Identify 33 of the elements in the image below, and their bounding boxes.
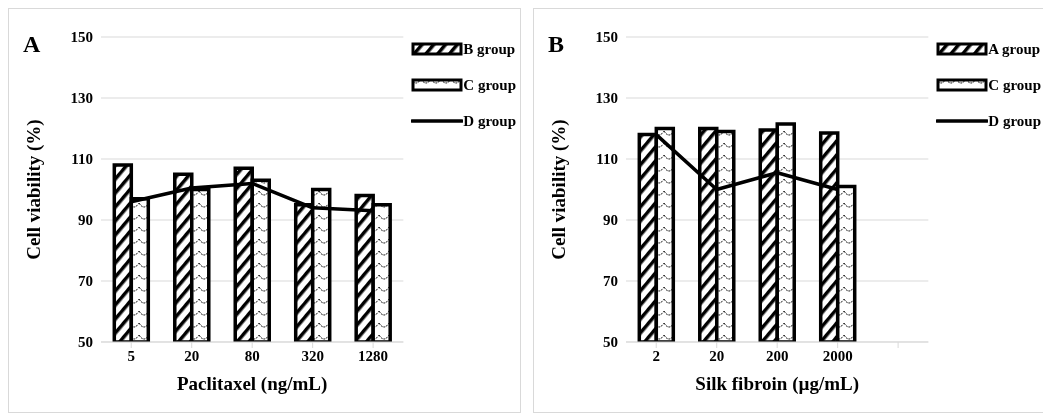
x-tick-label: 80 [244, 347, 260, 364]
legend-label: C group [463, 76, 516, 94]
y-tick-label: 50 [603, 334, 618, 351]
y-tick-label: 70 [78, 273, 93, 290]
legend-label: D group [463, 112, 516, 130]
x-tick-label: 20 [184, 347, 200, 364]
y-tick-label: 150 [595, 29, 618, 46]
x-tick-label: 200 [765, 347, 789, 364]
legend-label: C group [988, 76, 1041, 94]
x-tick-label: 2 [652, 347, 660, 364]
y-tick-label: 130 [595, 90, 618, 107]
y-tick-label: 130 [70, 90, 93, 107]
chart-title: B [548, 31, 565, 58]
legend-label: A group [988, 40, 1041, 58]
y-tick-label: 90 [78, 212, 93, 229]
x-tick-label: 20 [709, 347, 725, 364]
y-axis-title: Cell viability (%) [547, 119, 570, 260]
x-tick-label: 320 [301, 347, 324, 364]
y-tick-label: 150 [70, 29, 93, 46]
y-tick-label: 70 [603, 273, 618, 290]
y-tick-label: 50 [78, 334, 93, 351]
y-tick-label: 110 [71, 151, 93, 168]
chart-title: A [23, 31, 41, 58]
legend-label: D group [988, 112, 1041, 130]
x-axis-title: Paclitaxel (ng/mL) [176, 373, 328, 395]
legend-label: B group [463, 40, 516, 58]
x-tick-label: 1280 [358, 347, 389, 364]
x-tick-label: 2000 [822, 347, 853, 364]
y-tick-label: 110 [596, 151, 618, 168]
y-axis-title: Cell viability (%) [22, 119, 45, 260]
x-axis-title: Silk fibroin (µg/mL) [695, 373, 860, 395]
x-tick-label: 5 [127, 347, 135, 364]
y-tick-label: 90 [603, 212, 618, 229]
